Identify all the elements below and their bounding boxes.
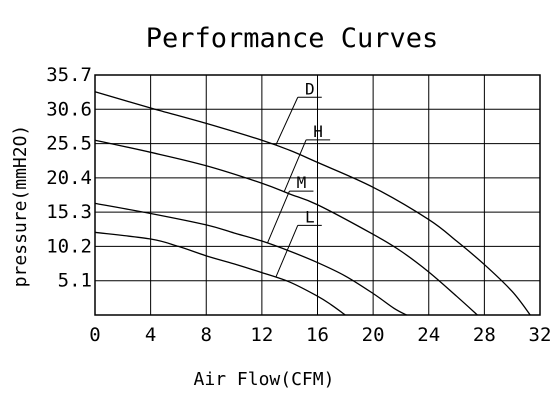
- series-line-l: [94, 231, 346, 316]
- x-tick-label: 24: [417, 324, 440, 346]
- y-tick-label: 25.5: [46, 133, 92, 155]
- leader-line-m: [266, 190, 290, 244]
- curve-label-l: L: [305, 207, 315, 226]
- y-tick-label: 35.7: [46, 64, 92, 86]
- leader-line-h: [283, 139, 307, 193]
- x-axis-label: Air Flow(CFM): [194, 369, 335, 390]
- curve-labels: D H ML: [266, 79, 331, 278]
- y-tick-label: 30.6: [46, 98, 92, 120]
- y-tick-label: 15.3: [46, 201, 92, 223]
- x-tick-label: 32: [529, 324, 552, 346]
- curve-label-d: D: [305, 79, 315, 98]
- y-tick-label: 20.4: [46, 167, 92, 189]
- leader-line-d: [275, 97, 299, 146]
- x-tick-label: 12: [250, 324, 273, 346]
- leader-line-l: [275, 225, 299, 278]
- y-axis-label: pressure(mmH2O): [10, 125, 31, 288]
- chart-title: Performance Curves: [146, 23, 439, 54]
- plot-frame: [94, 74, 541, 316]
- x-tick-label: 8: [201, 324, 212, 346]
- series-line-h: [94, 139, 478, 316]
- curve-label-h: H: [313, 122, 323, 141]
- x-tick-label: 20: [362, 324, 385, 346]
- y-tick-label: 10.2: [46, 235, 92, 257]
- x-tick-label: 4: [145, 324, 156, 346]
- series-lines: [94, 91, 531, 316]
- x-tick-label: 16: [306, 324, 329, 346]
- x-tick-label: 28: [473, 324, 496, 346]
- curve-label-m: M: [297, 173, 307, 192]
- grid: [94, 74, 541, 315]
- tick-labels: 0 4 8 12 16 20 24 28 32 5.1 10.2 15.3 20.4 25.5 30.6 35…: [46, 64, 551, 346]
- series-line-d: [94, 91, 531, 316]
- x-tick-label: 0: [89, 324, 100, 346]
- y-tick-label: 5.1: [58, 270, 92, 292]
- series-line-m: [94, 202, 407, 316]
